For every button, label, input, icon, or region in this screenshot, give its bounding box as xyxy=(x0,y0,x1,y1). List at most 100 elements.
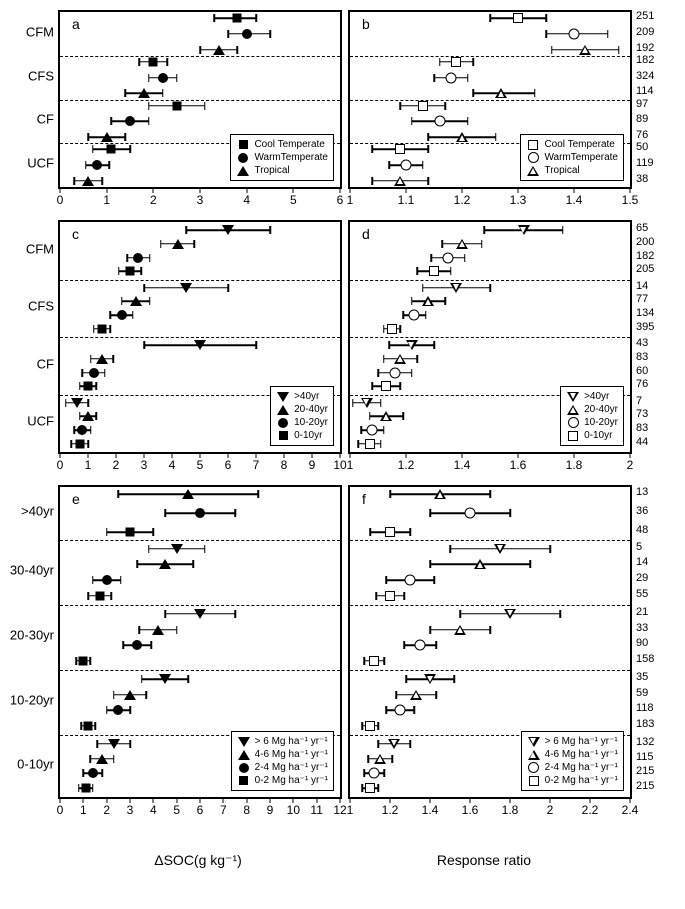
error-cap xyxy=(90,755,92,763)
legend-item: 2-4 Mg ha⁻¹ yr⁻¹ xyxy=(527,761,618,774)
error-cap xyxy=(146,691,148,699)
legend-item: 4-6 Mg ha⁻¹ yr⁻¹ xyxy=(527,748,618,761)
right-num-col: 652001822051477134395438360767738344 xyxy=(632,220,670,450)
error-cap xyxy=(388,341,390,349)
sample-size: 205 xyxy=(636,263,654,275)
x-tick-label: 4 xyxy=(169,458,176,472)
group-separator xyxy=(350,670,630,671)
sample-size: 59 xyxy=(636,687,648,699)
error-cap xyxy=(545,30,547,38)
group-separator xyxy=(350,56,630,57)
error-cap xyxy=(435,641,437,649)
error-cap xyxy=(110,325,112,333)
panel-a: a0123456Cool TemperateWarmTemperateTropi… xyxy=(58,10,342,189)
error-cap xyxy=(425,311,427,319)
data-point xyxy=(124,690,136,700)
error-cap xyxy=(227,30,229,38)
error-cap xyxy=(484,226,486,234)
data-point xyxy=(126,267,135,276)
x-tick-label: 1.2 xyxy=(454,193,471,207)
x-tick-label: 9 xyxy=(267,803,274,817)
panel-f: f11.21.41.61.822.22.4> 6 Mg ha⁻¹ yr⁻¹4-6… xyxy=(348,485,632,799)
error-cap xyxy=(439,58,441,66)
error-cap xyxy=(409,528,411,536)
x-tick-label: 1 xyxy=(85,458,92,472)
error-cap xyxy=(234,610,236,618)
legend-item: WarmTemperate xyxy=(236,151,328,164)
error-cap xyxy=(162,89,164,97)
plot-area: 012345678910>40yr20-40yr10-20yr0-10yr xyxy=(60,222,340,452)
x-tick-label: 1.3 xyxy=(510,193,527,207)
sample-size: 50 xyxy=(636,141,648,153)
data-point xyxy=(172,239,184,249)
data-point xyxy=(385,591,395,601)
error-cap xyxy=(367,755,369,763)
error-cap xyxy=(87,592,89,600)
error-cap xyxy=(363,657,365,665)
error-cap xyxy=(372,177,374,185)
error-cap xyxy=(450,267,452,275)
plot-area: 0123456789101112> 6 Mg ha⁻¹ yr⁻¹4-6 Mg h… xyxy=(60,487,340,797)
x-tick-label: 2 xyxy=(113,458,120,472)
data-point xyxy=(84,721,93,730)
error-cap xyxy=(204,102,206,110)
x-tick-label: 1.8 xyxy=(502,803,519,817)
error-cap xyxy=(400,325,402,333)
data-point xyxy=(415,640,426,651)
error-cap xyxy=(411,117,413,125)
error-cap xyxy=(97,740,99,748)
data-point xyxy=(195,508,205,518)
sample-size: 48 xyxy=(636,524,648,536)
error-cap xyxy=(167,58,169,66)
error-cap xyxy=(92,576,94,584)
sample-size: 14 xyxy=(636,556,648,568)
sample-size: 395 xyxy=(636,321,654,333)
error-cap xyxy=(80,722,82,730)
data-point xyxy=(117,310,127,320)
data-point xyxy=(149,57,158,66)
data-point xyxy=(132,640,142,650)
data-point xyxy=(133,253,143,263)
sample-size: 7 xyxy=(636,395,642,407)
x-tick-label: 8 xyxy=(281,458,288,472)
error-cap xyxy=(90,355,92,363)
error-cap xyxy=(70,440,72,448)
x-tick-label: 1 xyxy=(347,193,354,207)
panel-row: CFMCFSCFUCFa0123456Cool TemperateWarmTem… xyxy=(10,10,675,215)
sample-size: 324 xyxy=(636,70,654,82)
y-category-label: 10-20yr xyxy=(10,693,54,708)
y-category-col: >40yr30-40yr20-30yr10-20yr0-10yr xyxy=(10,485,58,795)
x-axis-title-left: ΔSOC(g kg⁻¹) xyxy=(58,852,338,869)
error-cap xyxy=(481,240,483,248)
data-point xyxy=(113,705,123,715)
error-cap xyxy=(467,117,469,125)
x-tick-label: 5 xyxy=(173,803,180,817)
data-point xyxy=(369,656,379,666)
data-point xyxy=(171,544,183,554)
error-cap xyxy=(402,311,404,319)
error-cap xyxy=(428,145,430,153)
error-cap xyxy=(360,426,362,434)
x-tick-label: 1.1 xyxy=(398,193,415,207)
x-tick-label: 4 xyxy=(150,803,157,817)
error-cap xyxy=(385,706,387,714)
error-cap xyxy=(618,46,620,54)
legend-item: 20-40yr xyxy=(566,403,618,416)
data-point xyxy=(138,88,150,98)
data-point xyxy=(456,132,468,142)
error-cap xyxy=(444,102,446,110)
legend-item: Tropical xyxy=(526,164,618,177)
plot-area: 11.11.21.31.41.5Cool TemperateWarmTemper… xyxy=(350,12,630,187)
data-point xyxy=(387,324,397,334)
legend-item: WarmTemperate xyxy=(526,151,618,164)
sample-size: 55 xyxy=(636,588,648,600)
data-point xyxy=(456,239,468,249)
error-cap xyxy=(453,675,455,683)
x-tick-label: 1.6 xyxy=(462,803,479,817)
sample-size: 5 xyxy=(636,541,642,553)
error-cap xyxy=(433,74,435,82)
x-tick-label: 1 xyxy=(347,803,354,817)
y-category-label: >40yr xyxy=(21,504,54,519)
error-cap xyxy=(403,592,405,600)
x-tick-label: 2 xyxy=(627,458,634,472)
